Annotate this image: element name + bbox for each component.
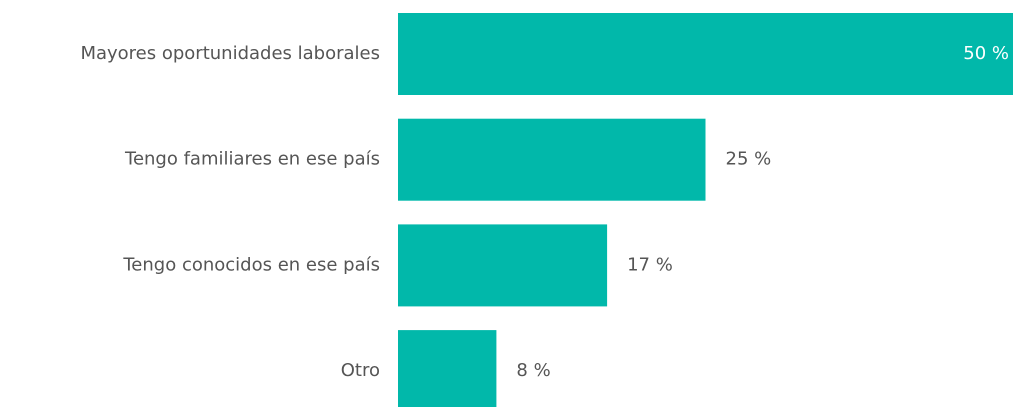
category-label: Tengo conocidos en ese país — [122, 254, 380, 275]
bar — [398, 13, 1013, 95]
bar — [398, 118, 706, 201]
data-label: 8 % — [516, 360, 550, 381]
data-label: 17 % — [627, 254, 673, 275]
category-label: Mayores oportunidades laborales — [80, 43, 380, 64]
data-label: 50 % — [963, 43, 1009, 64]
data-label: 25 % — [726, 149, 772, 170]
bar — [398, 224, 608, 307]
bar — [398, 330, 497, 407]
category-label: Tengo familiares en ese país — [124, 149, 380, 170]
category-label: Otro — [341, 360, 380, 381]
